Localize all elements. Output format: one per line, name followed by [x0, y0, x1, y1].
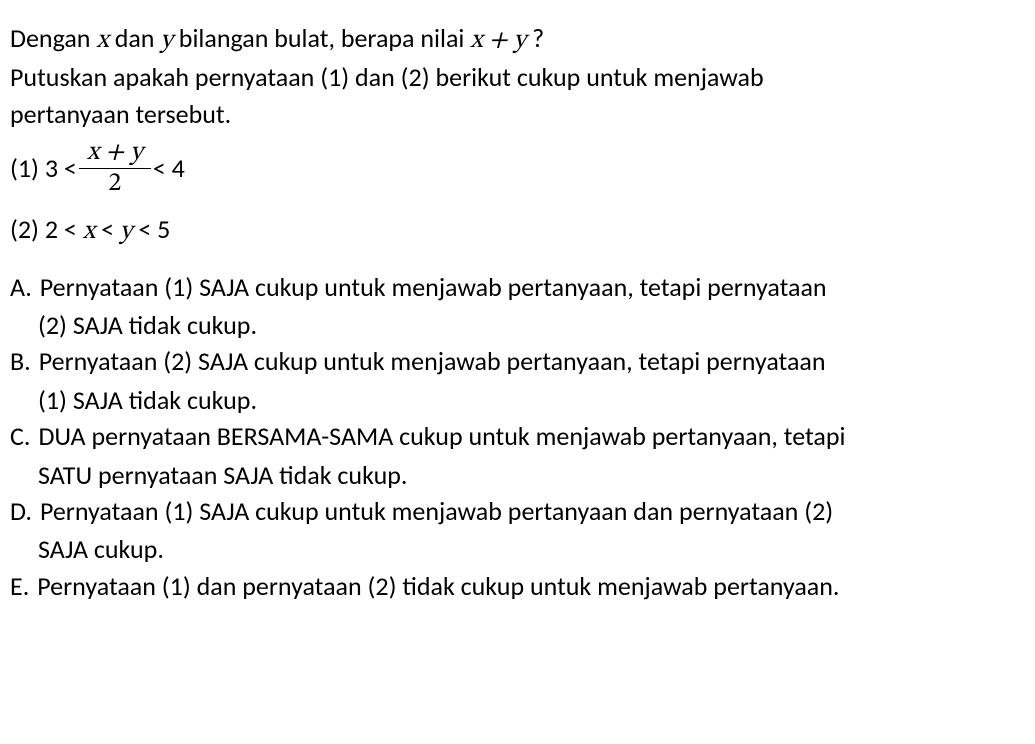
variable-y: y: [120, 219, 133, 245]
option-text-e-line1: Pernyataan (1) dan pernyataan (2) tidak …: [37, 568, 1025, 604]
fraction: x + y 2: [83, 140, 147, 197]
statement-1: (1) 3 < x + y 2 < 4: [10, 140, 1025, 197]
text-segment: bilangan bulat, berapa nilai: [173, 22, 470, 54]
option-text-a-line2: (2) SAJA tidak cukup.: [10, 307, 1025, 343]
option-text-b-line2: (1) SAJA tidak cukup.: [10, 382, 1025, 418]
statement-1-suffix: < 4: [153, 150, 185, 186]
option-text-b-line1: Pernyataan (2) SAJA cukup untuk menjawab…: [39, 343, 1025, 379]
option-letter-c: C.: [10, 418, 38, 454]
statement-2: (2) 2 < x < y < 5: [10, 211, 1025, 250]
expr-x-plus-y: x + y: [470, 28, 526, 54]
question-line-2: Putuskan apakah pernyataan (1) dan (2) b…: [10, 59, 1025, 95]
option-text-c-line1: DUA pernyataan BERSAMA-SAMA cukup untuk …: [38, 418, 1025, 454]
option-text-c-line2: SATU pernyataan SAJA tidak cukup.: [10, 457, 1025, 493]
fraction-numerator: x + y: [83, 140, 147, 168]
document-page: Dengan x dan y bilangan bulat, berapa ni…: [0, 0, 1035, 616]
question-line-3: pertanyaan tersebut.: [10, 96, 1025, 132]
text-segment: Dengan: [10, 22, 96, 54]
text-segment: dan: [109, 22, 161, 54]
fraction-denominator: 2: [79, 168, 151, 197]
text-segment: ?: [526, 22, 544, 54]
lt-symbol: <: [95, 213, 120, 245]
option-e: E. Pernyataan (1) dan pernyataan (2) tid…: [10, 568, 1025, 604]
variable-x: x: [83, 219, 95, 245]
answer-options: A. Pernyataan (1) SAJA cukup untuk menja…: [10, 269, 1025, 605]
option-b: B. Pernyataan (2) SAJA cukup untuk menja…: [10, 343, 1025, 379]
question-stem: Dengan x dan y bilangan bulat, berapa ni…: [10, 20, 1025, 132]
lt-symbol-2: < 5: [132, 213, 170, 245]
option-a: A. Pernyataan (1) SAJA cukup untuk menja…: [10, 269, 1025, 305]
option-letter-a: A.: [10, 269, 40, 305]
variable-y: y: [160, 28, 173, 54]
option-d: D. Pernyataan (1) SAJA cukup untuk menja…: [10, 493, 1025, 529]
statement-1-prefix: (1) 3 <: [10, 150, 77, 186]
option-letter-d: D.: [10, 493, 40, 529]
statement-2-prefix: (2) 2 <: [10, 213, 83, 245]
option-text-a-line1: Pernyataan (1) SAJA cukup untuk menjawab…: [40, 269, 1025, 305]
option-letter-e: E.: [10, 568, 37, 604]
variable-x: x: [96, 28, 108, 54]
question-line-1: Dengan x dan y bilangan bulat, berapa ni…: [10, 20, 1025, 59]
option-text-d-line2: SAJA cukup.: [10, 531, 1025, 567]
option-letter-b: B.: [10, 343, 39, 379]
option-text-d-line1: Pernyataan (1) SAJA cukup untuk menjawab…: [40, 493, 1025, 529]
option-c: C. DUA pernyataan BERSAMA-SAMA cukup unt…: [10, 418, 1025, 454]
